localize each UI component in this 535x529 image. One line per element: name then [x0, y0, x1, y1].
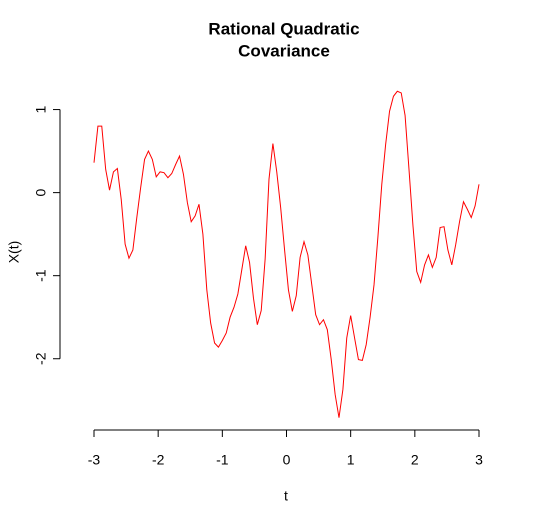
chart-title: Covariance — [238, 41, 330, 60]
x-tick-label: 0 — [283, 452, 291, 468]
y-tick-label: -2 — [33, 352, 49, 365]
x-tick-label: -2 — [152, 452, 165, 468]
y-tick-label: -1 — [33, 269, 49, 282]
x-tick-label: 2 — [411, 452, 419, 468]
y-tick-label: 1 — [33, 105, 49, 113]
x-tick-label: -3 — [88, 452, 101, 468]
y-tick-label: 0 — [33, 189, 49, 197]
x-axis-label: t — [284, 488, 288, 504]
x-tick-label: -1 — [216, 452, 229, 468]
data-line — [93, 90, 480, 418]
chart-title: Rational Quadratic — [208, 19, 359, 38]
x-tick-label: 3 — [475, 452, 483, 468]
x-tick-label: 1 — [347, 452, 355, 468]
y-axis-label: X(t) — [6, 241, 22, 264]
